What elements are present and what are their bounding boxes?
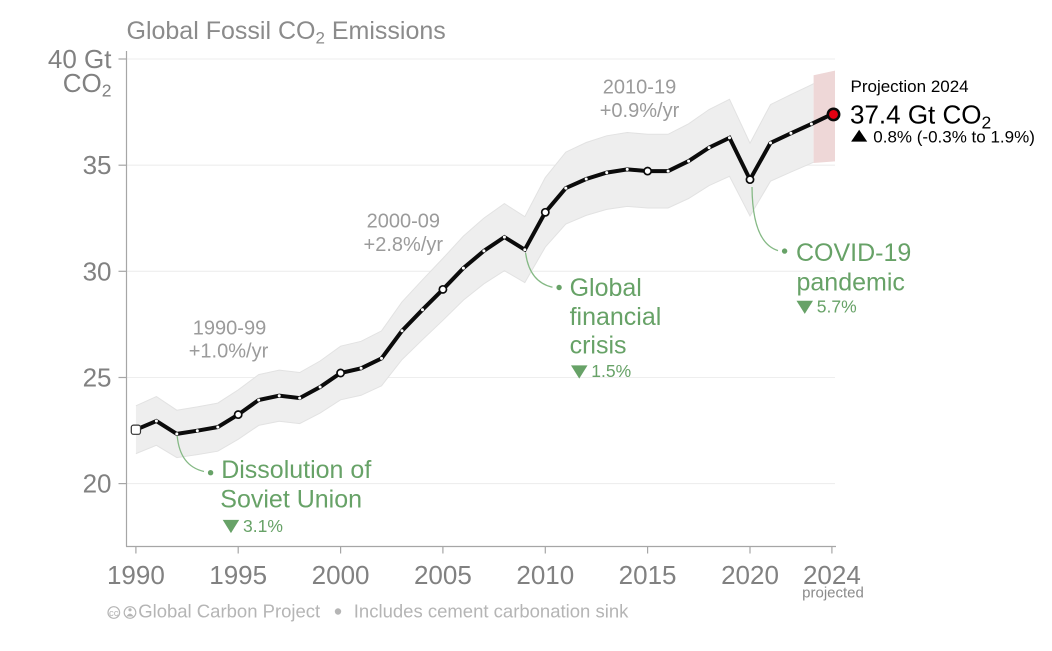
svg-text:20: 20 xyxy=(83,469,112,499)
svg-text:COVID-19: COVID-19 xyxy=(796,239,911,267)
svg-text:2010-19: 2010-19 xyxy=(603,77,676,99)
svg-text:Projection 2024: Projection 2024 xyxy=(851,77,969,96)
svg-text:1990-99: 1990-99 xyxy=(193,318,266,340)
svg-text:projected: projected xyxy=(802,585,864,602)
svg-text:+0.9%/yr: +0.9%/yr xyxy=(600,100,680,122)
svg-text:40 Gt: 40 Gt xyxy=(48,44,112,74)
svg-text:2010: 2010 xyxy=(516,560,574,590)
svg-text:pandemic: pandemic xyxy=(797,268,905,296)
svg-text:0.8% (-0.3% to 1.9%): 0.8% (-0.3% to 1.9%) xyxy=(873,128,1035,147)
svg-text:3.1%: 3.1% xyxy=(243,516,283,536)
svg-text:Global: Global xyxy=(570,274,642,302)
svg-text:cc: cc xyxy=(109,608,119,619)
svg-text:2000: 2000 xyxy=(312,560,370,590)
svg-text:37.4 Gt CO2: 37.4 Gt CO2 xyxy=(850,99,991,132)
svg-text:Global Carbon Project: Global Carbon Project xyxy=(138,601,320,622)
svg-text:2020: 2020 xyxy=(721,560,779,590)
svg-text:2000-09: 2000-09 xyxy=(367,211,440,233)
svg-text:25: 25 xyxy=(83,363,112,393)
svg-text:+2.8%/yr: +2.8%/yr xyxy=(364,234,444,256)
svg-text:Soviet Union: Soviet Union xyxy=(220,486,362,514)
svg-text:Dissolution of: Dissolution of xyxy=(221,456,371,484)
svg-text:1990: 1990 xyxy=(107,560,165,590)
svg-text:30: 30 xyxy=(83,256,112,286)
svg-text:+1.0%/yr: +1.0%/yr xyxy=(189,340,269,362)
svg-text:1.5%: 1.5% xyxy=(591,361,631,381)
svg-text:35: 35 xyxy=(83,150,112,180)
svg-text:2024: 2024 xyxy=(803,560,861,590)
svg-text:Global Fossil CO2 Emissions: Global Fossil CO2 Emissions xyxy=(127,17,446,48)
svg-text:Includes cement carbonation si: Includes cement carbonation sink xyxy=(354,601,629,622)
svg-text:crisis: crisis xyxy=(570,331,627,359)
svg-text:2005: 2005 xyxy=(414,560,472,590)
svg-text:5.7%: 5.7% xyxy=(817,297,857,317)
svg-text:1995: 1995 xyxy=(209,560,267,590)
svg-text:2015: 2015 xyxy=(619,560,677,590)
svg-text:financial: financial xyxy=(570,303,662,331)
